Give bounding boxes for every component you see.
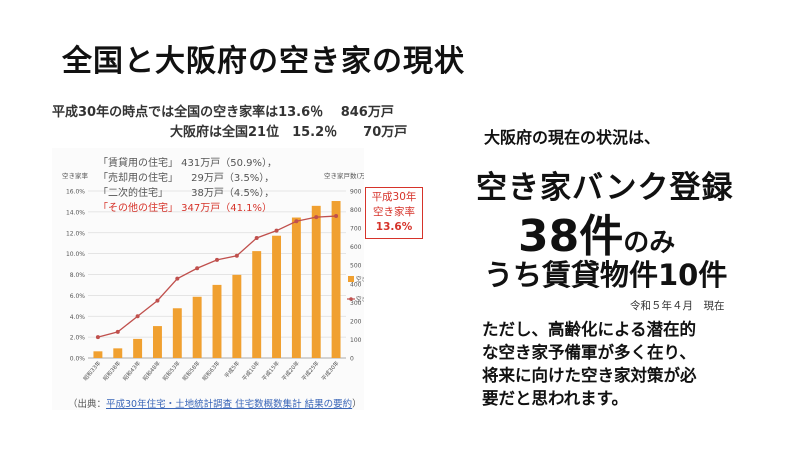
bar	[172, 308, 182, 358]
rate-point	[234, 253, 239, 258]
rate-box-label: 空き家率	[373, 206, 415, 218]
summary-national: 平成30年の時点では全国の空き家率は13.6％ 846万戸	[52, 105, 394, 120]
rate-point	[274, 228, 279, 233]
rate-point	[254, 235, 259, 240]
bar	[291, 217, 301, 358]
bar	[331, 201, 341, 358]
bar	[311, 205, 321, 358]
rate-point	[135, 314, 140, 319]
bar	[272, 235, 282, 358]
vacancy-chart: 0.0% 2.0% 4.0% 6.0% 8.0% 10.0% 12.0% 14.0% 16.0%…	[62, 171, 364, 383]
vacancy-bank-label: 空き家バンク登録	[476, 170, 734, 206]
legend-bar-label: 空き家戸数（万戸）	[356, 275, 364, 283]
rate-point	[175, 276, 180, 281]
note-text: ただし、高齢化による潜在的 な空き家予備軍が多く在り、 将来に向けた空き家対策が…	[482, 318, 782, 410]
x-tick-label: 昭和53年	[161, 359, 183, 383]
bar	[252, 251, 262, 358]
y-left-tick-label: 0.0%	[70, 356, 86, 363]
y-right-tick-label: 500	[350, 263, 362, 270]
rate-point	[115, 329, 120, 334]
rate-point	[294, 219, 299, 224]
chart-panel: 0.0% 2.0% 4.0% 6.0% 8.0% 10.0% 12.0% 14.0% 16.0%…	[52, 148, 423, 410]
bar	[232, 274, 242, 358]
x-tick-label: 平成25年	[300, 359, 322, 383]
note-line: ただし、高齢化による潜在的	[482, 320, 697, 339]
osaka-status-heading: 大阪府の現在の状況は、	[484, 128, 661, 147]
x-tick-label: 昭和48年	[141, 359, 163, 383]
y-right-tick-label: 300	[350, 300, 362, 307]
source-link[interactable]: 平成30年住宅・土地統計調査 住宅数概数集計 結果の要約	[106, 399, 353, 410]
x-tick-label: 平成10年	[240, 359, 262, 383]
summary-osaka: 大阪府は全国21位 15.2％ 70万戸	[170, 125, 408, 140]
x-tick-label: 平成20年	[280, 359, 302, 383]
bar	[192, 296, 202, 358]
y-left-tick-label: 6.0%	[70, 293, 86, 300]
as-of-date: 令和５年４月 現在	[630, 300, 725, 312]
breakdown-secondary: 「二次的住宅」 38万戸（4.5%），	[98, 188, 275, 199]
x-tick-label: 昭和58年	[180, 359, 202, 383]
y-right-tick-label: 600	[350, 244, 362, 251]
page-title: 全国と大阪府の空き家の現状	[62, 44, 465, 79]
y-right-axis-label: 空き家戸数(万戸)	[324, 171, 364, 180]
rate-point	[155, 298, 160, 303]
y-left-tick-label: 8.0%	[70, 272, 86, 279]
y-right-tick-label: 400	[350, 281, 362, 288]
legend-line-marker	[349, 297, 353, 301]
note-line: 要だと思われます。	[482, 389, 629, 408]
y-right-tick-label: 0	[350, 356, 354, 363]
breakdown-rental: 「賃貸用の住宅」 431万戸（50.9%），	[98, 158, 278, 169]
legend-bar-swatch	[348, 276, 354, 282]
y-right-tick-label: 700	[350, 226, 362, 233]
y-right-tick-label: 800	[350, 207, 362, 214]
y-left-axis-label: 空き家率	[62, 171, 89, 180]
vacancy-bank-count: 38件のみ	[518, 200, 675, 264]
x-tick-label: 昭和63年	[200, 359, 222, 383]
y-left-tick-label: 10.0%	[66, 251, 85, 258]
y-right-tick-label: 200	[350, 318, 362, 325]
y-left-tick-label: 2.0%	[70, 335, 86, 342]
y-left-tick-label: 14.0%	[66, 209, 85, 216]
rate-box-value: 13.6%	[375, 221, 413, 233]
rate-point	[95, 335, 100, 340]
note-line: 将来に向けた空き家対策が必	[482, 366, 697, 385]
rate-box-year: 平成30年	[371, 191, 417, 203]
bar	[93, 351, 103, 358]
bar	[133, 338, 143, 358]
rate-point	[314, 215, 319, 220]
vacancy-bank-count-number: 38件	[518, 211, 624, 262]
source-suffix: ）	[352, 399, 362, 410]
x-tick-label: 平成15年	[260, 359, 282, 383]
source-citation: （出典：平成30年住宅・土地統計調査 住宅数概数集計 結果の要約）	[68, 396, 362, 410]
y-right-tick-label: 900	[350, 189, 362, 196]
bar	[113, 348, 123, 358]
x-tick-label: 昭和43年	[121, 359, 143, 383]
rental-count: うち賃貸物件10件	[484, 258, 728, 292]
rate-point	[215, 257, 219, 262]
x-tick-label: 昭和38年	[101, 359, 123, 383]
rate-point	[334, 214, 339, 219]
y-left-tick-label: 16.0%	[66, 189, 85, 196]
y-right-tick-label: 100	[350, 337, 362, 344]
vacancy-rate-box: 平成30年 空き家率 13.6%	[365, 187, 423, 239]
y-left-tick-label: 4.0%	[70, 314, 86, 321]
source-prefix: （出典：	[68, 399, 107, 410]
x-tick-label: 平成30年	[319, 359, 341, 383]
legend-line-label: 空き家率	[356, 295, 364, 303]
vacancy-bank-count-suffix: のみ	[623, 228, 676, 258]
note-line: な空き家予備軍が多く在り、	[482, 343, 696, 362]
rate-point	[195, 266, 200, 271]
breakdown-sale: 「売却用の住宅」 29万戸（3.5%），	[98, 173, 275, 184]
x-tick-label: 平成5年	[222, 359, 241, 380]
bar	[212, 284, 222, 358]
breakdown-other: 「その他の住宅」 347万戸（41.1%）	[98, 203, 273, 214]
bar	[152, 326, 162, 358]
y-left-tick-label: 12.0%	[66, 230, 85, 237]
